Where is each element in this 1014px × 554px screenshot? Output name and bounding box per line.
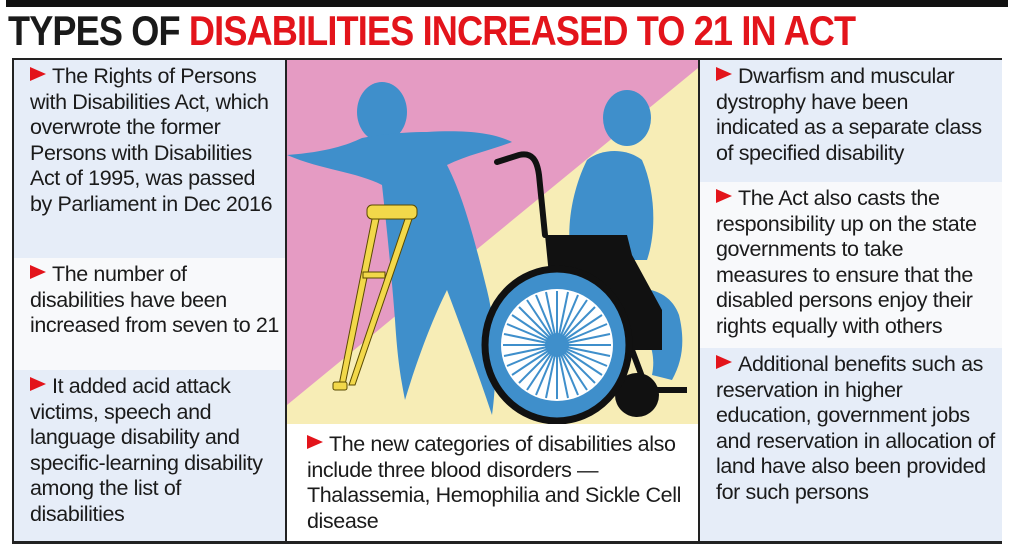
infographic-frame: The Rights of Persons with Disabilities … [12,58,1002,544]
bullet-arrow-icon [30,265,46,279]
bullet-arrow-icon [716,189,732,203]
fact-block: Additional benefits such as reservation … [700,348,1002,541]
fact-block: It added acid attack victims, speech and… [14,370,285,541]
fact-text: The number of disabilities have been inc… [30,262,279,337]
bullet-arrow-icon [716,67,732,81]
fact-text: Additional benefits such as reservation … [716,352,995,504]
bullet-arrow-icon [307,435,323,449]
fact-block: The Act also casts the responsibility up… [700,182,1002,348]
center-column: The new categories of disabilities also … [287,60,698,541]
headline-prefix: TYPES OF [8,7,189,54]
person-icon [287,82,512,415]
fact-text: The Rights of Persons with Disabilities … [30,64,273,216]
fact-text: The Act also casts the responsibility up… [716,186,977,338]
bullet-arrow-icon [30,377,46,391]
bullet-arrow-icon [30,67,46,81]
fact-block: The number of disabilities have been inc… [14,258,285,370]
fact-text: It added acid attack victims, speech and… [30,374,263,526]
bullet-arrow-icon [716,355,732,369]
top-rule [6,0,1008,7]
wheelchair-icon [481,151,687,424]
left-column: The Rights of Persons with Disabilities … [12,60,287,541]
crutch-icon [332,204,418,391]
center-caption-block: The new categories of disabilities also … [287,424,698,541]
right-column: Dwarfism and muscular dystrophy have bee… [698,60,1002,541]
headline-highlight: DISABILITIES INCREASED TO 21 IN ACT [188,7,856,54]
fact-text: Dwarfism and muscular dystrophy have bee… [716,64,982,165]
headline: TYPES OF DISABILITIES INCREASED TO 21 IN… [8,7,856,54]
fact-block: The Rights of Persons with Disabilities … [14,60,285,258]
fact-block: Dwarfism and muscular dystrophy have bee… [700,60,1002,182]
illustration [287,60,698,424]
center-caption: The new categories of disabilities also … [307,432,681,533]
